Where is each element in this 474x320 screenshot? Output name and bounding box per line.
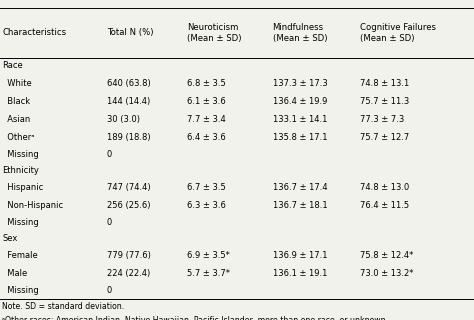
Text: 6.1 ± 3.6: 6.1 ± 3.6 [187,97,226,106]
Text: Ethnicity: Ethnicity [2,166,39,175]
Text: 74.8 ± 13.1: 74.8 ± 13.1 [360,79,410,88]
Text: Missing: Missing [2,218,39,227]
Text: 77.3 ± 7.3: 77.3 ± 7.3 [360,115,404,124]
Text: Race: Race [2,61,23,70]
Text: White: White [2,79,32,88]
Text: Sex: Sex [2,234,18,243]
Text: 136.1 ± 19.1: 136.1 ± 19.1 [273,269,327,278]
Text: 136.7 ± 18.1: 136.7 ± 18.1 [273,201,327,210]
Text: 0: 0 [107,286,112,295]
Text: ᵃOther races: American Indian, Native Hawaiian, Pacific Islander, more than one : ᵃOther races: American Indian, Native Ha… [2,316,389,320]
Text: Hispanic: Hispanic [2,183,44,192]
Text: 137.3 ± 17.3: 137.3 ± 17.3 [273,79,328,88]
Text: Missing: Missing [2,286,39,295]
Text: 5.7 ± 3.7*: 5.7 ± 3.7* [187,269,230,278]
Text: 133.1 ± 14.1: 133.1 ± 14.1 [273,115,327,124]
Text: Asian: Asian [2,115,31,124]
Text: Female: Female [2,251,38,260]
Text: 74.8 ± 13.0: 74.8 ± 13.0 [360,183,410,192]
Text: 75.8 ± 12.4*: 75.8 ± 12.4* [360,251,414,260]
Text: 6.9 ± 3.5*: 6.9 ± 3.5* [187,251,230,260]
Text: Mindfulness
(Mean ± SD): Mindfulness (Mean ± SD) [273,23,327,43]
Text: 7.7 ± 3.4: 7.7 ± 3.4 [187,115,226,124]
Text: 136.4 ± 19.9: 136.4 ± 19.9 [273,97,327,106]
Text: Total N (%): Total N (%) [107,28,153,37]
Text: Male: Male [2,269,27,278]
Text: 779 (77.6): 779 (77.6) [107,251,151,260]
Text: 189 (18.8): 189 (18.8) [107,133,150,142]
Text: Otherᵃ: Otherᵃ [2,133,35,142]
Text: 136.7 ± 17.4: 136.7 ± 17.4 [273,183,327,192]
Text: Neuroticism
(Mean ± SD): Neuroticism (Mean ± SD) [187,23,242,43]
Text: Characteristics: Characteristics [2,28,66,37]
Text: 136.9 ± 17.1: 136.9 ± 17.1 [273,251,327,260]
Text: 6.8 ± 3.5: 6.8 ± 3.5 [187,79,226,88]
Text: 75.7 ± 12.7: 75.7 ± 12.7 [360,133,410,142]
Text: 747 (74.4): 747 (74.4) [107,183,150,192]
Text: 256 (25.6): 256 (25.6) [107,201,150,210]
Text: Note. SD = standard deviation.: Note. SD = standard deviation. [2,302,125,311]
Text: 73.0 ± 13.2*: 73.0 ± 13.2* [360,269,414,278]
Text: Cognitive Failures
(Mean ± SD): Cognitive Failures (Mean ± SD) [360,23,436,43]
Text: 0: 0 [107,150,112,159]
Text: 6.3 ± 3.6: 6.3 ± 3.6 [187,201,226,210]
Text: 30 (3.0): 30 (3.0) [107,115,140,124]
Text: 224 (22.4): 224 (22.4) [107,269,150,278]
Text: 76.4 ± 11.5: 76.4 ± 11.5 [360,201,410,210]
Text: 135.8 ± 17.1: 135.8 ± 17.1 [273,133,327,142]
Text: Black: Black [2,97,30,106]
Text: 6.4 ± 3.6: 6.4 ± 3.6 [187,133,226,142]
Text: 144 (14.4): 144 (14.4) [107,97,150,106]
Text: 0: 0 [107,218,112,227]
Text: 6.7 ± 3.5: 6.7 ± 3.5 [187,183,226,192]
Text: 75.7 ± 11.3: 75.7 ± 11.3 [360,97,410,106]
Text: Missing: Missing [2,150,39,159]
Text: Non-Hispanic: Non-Hispanic [2,201,64,210]
Text: 640 (63.8): 640 (63.8) [107,79,150,88]
